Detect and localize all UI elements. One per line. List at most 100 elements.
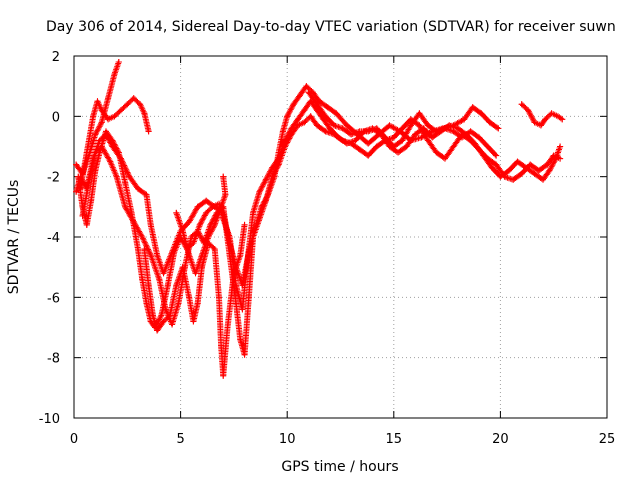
data-point <box>85 179 92 186</box>
data-point <box>348 131 355 138</box>
data-point <box>343 122 350 129</box>
data-point <box>559 116 566 123</box>
x-tick-label: 0 <box>70 432 78 447</box>
data-point <box>205 234 212 240</box>
data-point <box>307 113 314 120</box>
data-point <box>352 137 359 144</box>
data-point <box>433 128 440 135</box>
data-point <box>115 149 122 156</box>
data-point <box>403 143 410 150</box>
data-point <box>424 137 431 144</box>
x-tick-label: 20 <box>492 432 509 447</box>
data-point <box>510 176 517 183</box>
data-point <box>75 173 82 180</box>
data-point <box>237 252 244 259</box>
data-point <box>484 155 491 162</box>
data-point <box>301 119 308 126</box>
data-point <box>382 134 389 141</box>
data-point <box>454 125 461 132</box>
data-point <box>226 252 233 259</box>
data-point <box>476 146 483 153</box>
data-point <box>256 188 263 195</box>
data-point <box>107 158 114 165</box>
data-point <box>198 252 205 259</box>
data-point <box>537 122 544 129</box>
data-point <box>169 321 176 328</box>
data-point <box>486 119 493 126</box>
data-point <box>239 306 246 313</box>
data-point <box>467 137 474 144</box>
data-point <box>282 143 289 150</box>
data-point <box>160 270 167 277</box>
data-point <box>166 312 173 319</box>
data-point <box>495 125 502 132</box>
data-point <box>373 125 380 132</box>
data-point <box>190 318 197 325</box>
data-point <box>262 197 269 204</box>
data-point <box>83 221 90 228</box>
data-point <box>143 191 150 198</box>
data-point <box>459 134 466 141</box>
data-point <box>476 134 483 141</box>
y-tick-label: -8 <box>47 352 60 367</box>
data-point <box>98 119 105 126</box>
data-point <box>186 218 193 225</box>
data-point <box>514 158 521 165</box>
data-point <box>173 209 180 216</box>
data-point <box>175 300 182 307</box>
data-point <box>399 125 406 132</box>
data-point <box>194 300 201 307</box>
data-point <box>469 104 476 111</box>
data-point <box>218 203 225 210</box>
data-point <box>92 131 99 138</box>
data-point <box>186 294 193 301</box>
data-point <box>333 110 340 117</box>
data-point <box>546 167 553 174</box>
data-point <box>160 318 167 325</box>
data-point <box>126 173 133 180</box>
data-point <box>416 110 423 117</box>
data-point <box>124 101 131 108</box>
data-point <box>320 116 327 123</box>
data-point <box>194 227 201 234</box>
data-point <box>220 173 227 180</box>
sat-track-8 <box>305 89 500 159</box>
data-point <box>269 173 276 180</box>
data-point <box>241 351 248 358</box>
data-point <box>412 131 419 138</box>
data-point <box>478 110 485 117</box>
data-point <box>557 155 564 162</box>
data-point <box>88 197 95 204</box>
data-point <box>194 203 201 210</box>
data-point <box>92 167 99 174</box>
data-point <box>94 98 101 105</box>
data-point <box>324 104 331 111</box>
data-point <box>245 294 252 301</box>
y-axis-label: SDTVAR / TECUs <box>6 180 22 295</box>
data-point <box>303 83 310 90</box>
data-point <box>279 128 286 135</box>
data-point <box>143 300 150 307</box>
data-point <box>407 122 414 129</box>
data-point <box>531 170 538 177</box>
data-point <box>493 161 500 168</box>
data-point <box>215 294 222 301</box>
data-point <box>105 116 112 123</box>
data-point <box>141 110 148 117</box>
data-point <box>171 249 178 256</box>
data-point <box>525 107 532 114</box>
data-point <box>192 270 199 277</box>
data-point <box>527 161 534 168</box>
data-point <box>467 128 474 135</box>
y-tick-label: -6 <box>47 291 60 306</box>
y-tick-label: 2 <box>52 50 60 65</box>
data-point <box>186 252 193 259</box>
data-point <box>356 146 363 153</box>
data-point <box>111 113 118 120</box>
data-point <box>518 170 525 177</box>
data-point <box>305 89 312 96</box>
data-point <box>122 179 129 186</box>
data-point <box>218 342 225 349</box>
data-point <box>386 122 393 129</box>
